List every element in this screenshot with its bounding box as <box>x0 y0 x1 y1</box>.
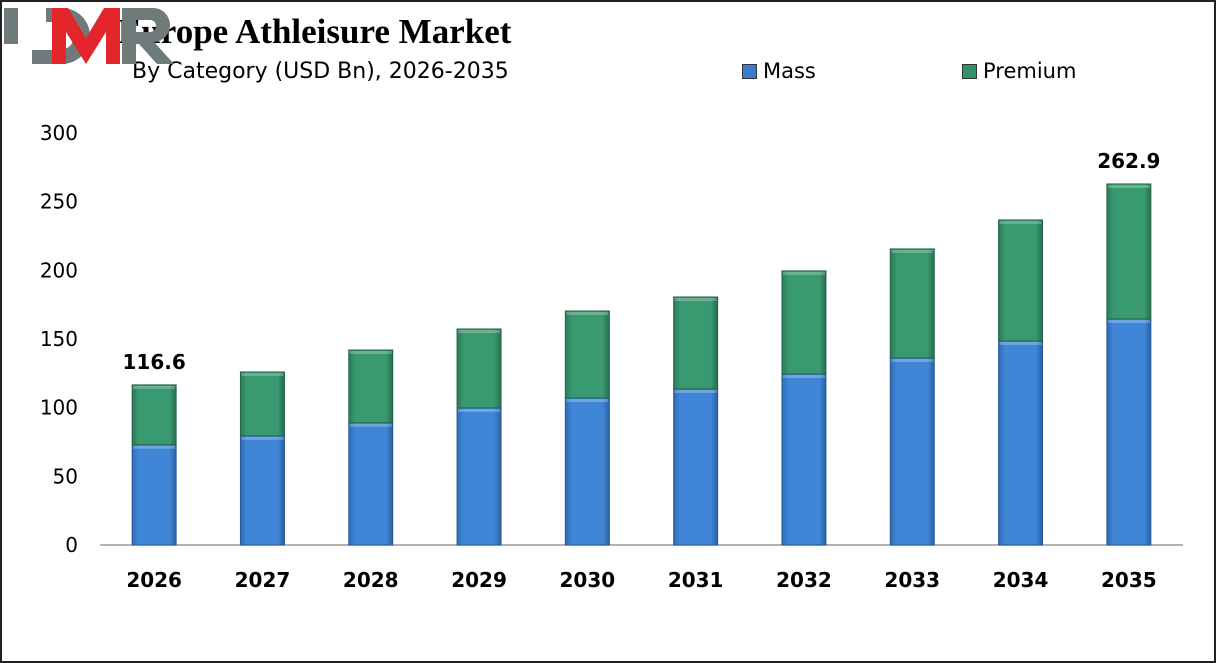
bar-highlight <box>349 350 392 354</box>
x-tick-label: 2028 <box>343 568 399 592</box>
bar-highlight <box>891 358 934 362</box>
bar-mass-2032 <box>781 373 827 546</box>
bar-highlight <box>241 436 284 440</box>
bar-highlight <box>566 311 609 315</box>
bar-premium-2027 <box>239 371 285 437</box>
bar-mass-2029 <box>456 407 502 546</box>
legend-item-mass: Mass <box>742 59 816 83</box>
bar-premium-2029 <box>456 328 502 409</box>
x-tick-label: 2029 <box>451 568 507 592</box>
bar-premium-2026 <box>131 384 177 446</box>
bar-highlight <box>891 249 934 253</box>
y-tick-label: 0 <box>65 533 78 557</box>
bar-highlight <box>782 271 825 275</box>
x-tick-label: 2030 <box>560 568 616 592</box>
bar-mass-2028 <box>348 422 394 546</box>
bar-mass-2026 <box>131 444 177 546</box>
legend-swatch-mass <box>742 63 757 79</box>
y-tick-label: 300 <box>40 121 78 145</box>
x-tick-label: 2026 <box>126 568 182 592</box>
x-tick-label: 2027 <box>235 568 291 592</box>
legend-label-premium: Premium <box>983 59 1077 83</box>
data-label-2035: 262.9 <box>1097 149 1160 173</box>
bar-premium-2033 <box>889 248 935 359</box>
data-label-2026: 116.6 <box>123 350 186 374</box>
bar-highlight <box>349 423 392 427</box>
y-tick-label: 150 <box>40 327 78 351</box>
bar-highlight <box>133 385 176 389</box>
y-tick-label: 100 <box>40 396 78 420</box>
legend-item-premium: Premium <box>962 59 1076 83</box>
bar-highlight <box>674 389 717 393</box>
bar-highlight <box>999 341 1042 345</box>
x-tick-label: 2034 <box>993 568 1049 592</box>
x-tick-label: 2033 <box>884 568 940 592</box>
x-tick-label: 2035 <box>1101 568 1157 592</box>
bar-highlight <box>782 375 825 379</box>
bar-mass-2027 <box>239 435 285 546</box>
x-tick-label: 2031 <box>668 568 724 592</box>
bar-highlight <box>674 297 717 301</box>
bar-premium-2030 <box>564 310 610 399</box>
bar-highlight <box>133 445 176 449</box>
bar-mass-2035 <box>1106 318 1152 546</box>
bar-highlight <box>458 408 501 412</box>
dmr-logo <box>4 7 174 64</box>
y-tick-label: 50 <box>53 464 78 488</box>
bar-highlight <box>458 329 501 333</box>
bar-highlight <box>241 372 284 376</box>
bar-highlight <box>999 220 1042 224</box>
bar-highlight <box>1107 319 1150 323</box>
bar-mass-2033 <box>889 357 935 546</box>
legend-label-mass: Mass <box>763 59 816 83</box>
bar-premium-2028 <box>348 349 394 424</box>
bar-premium-2035 <box>1106 183 1152 320</box>
bar-premium-2032 <box>781 270 827 375</box>
y-tick-label: 250 <box>40 190 78 214</box>
bar-mass-2030 <box>564 397 610 546</box>
bar-premium-2031 <box>673 296 719 390</box>
bar-premium-2034 <box>998 219 1044 342</box>
bar-highlight <box>1107 184 1150 188</box>
legend-swatch-premium <box>962 63 977 79</box>
chart-title: Europe Athleisure Market <box>118 12 512 51</box>
y-tick-label: 200 <box>40 258 78 282</box>
bar-mass-2031 <box>673 388 719 546</box>
chart-subtitle: By Category (USD Bn), 2026-2035 <box>132 59 509 84</box>
x-tick-label: 2032 <box>776 568 832 592</box>
bar-highlight <box>566 399 609 403</box>
bar-mass-2034 <box>998 340 1044 546</box>
